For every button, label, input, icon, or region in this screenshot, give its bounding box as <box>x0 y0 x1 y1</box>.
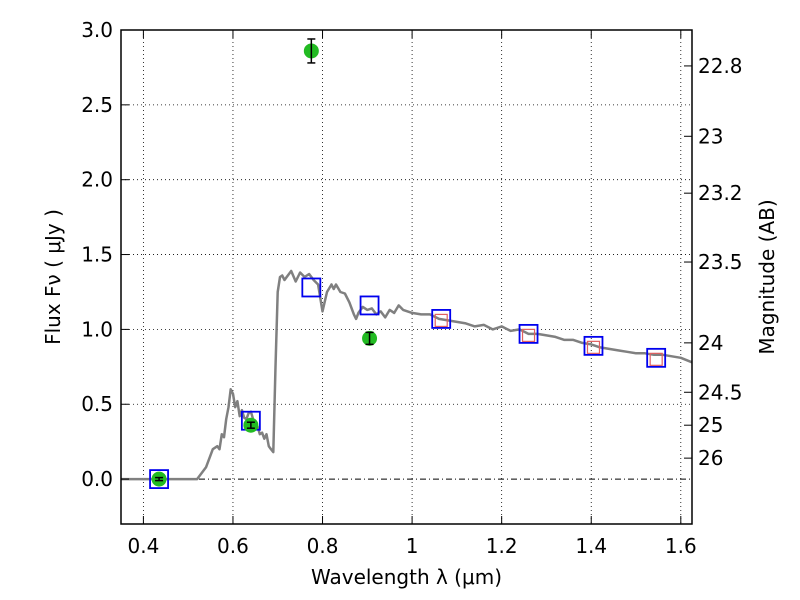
x-tick-labels: 0.4 0.6 0.8 1 1.2 1.4 1.6 <box>127 534 696 558</box>
y-tick-label: 3.0 <box>81 18 113 42</box>
model-photometry-square <box>149 469 169 489</box>
model-photometry-square <box>583 335 604 356</box>
plot-frame <box>120 29 693 525</box>
y-tick-label: 1.0 <box>81 317 113 341</box>
y-tick-label: 2.0 <box>81 168 113 192</box>
grid-lines <box>121 29 692 524</box>
model-photometry-square <box>301 277 322 298</box>
y-tick-labels: 0.0 0.5 1.0 1.5 2.0 2.5 3.0 <box>81 18 113 491</box>
model-photometry-square <box>518 323 539 344</box>
plot-area <box>121 38 693 489</box>
y-tick-label: 0.5 <box>81 392 113 416</box>
x-tick-label: 0.6 <box>217 534 249 558</box>
magnitude-tick-label: 25 <box>698 413 723 437</box>
right-axis-label: Magnitude (AB) <box>755 199 779 354</box>
x-tick-label: 1.2 <box>486 534 518 558</box>
model-photometry-square <box>431 309 452 329</box>
magnitude-tick-label: 23.2 <box>698 181 743 205</box>
model-photometry-red-square <box>586 340 601 354</box>
model-photometry-red-square <box>521 328 536 342</box>
y-axis-label: Flux Fν ( μJy ) <box>41 209 65 345</box>
magnitude-tick-label: 23 <box>698 124 723 148</box>
tick-marks <box>121 29 692 524</box>
magnitude-tick-label: 26 <box>698 446 723 470</box>
model-photometry-red-square <box>649 352 663 366</box>
x-axis-label: Wavelength λ (μm) <box>311 565 502 589</box>
magnitude-tick-label: 24 <box>698 331 723 355</box>
model-spectrum-line <box>121 269 693 481</box>
magnitude-tick-labels: 22.8 23 23.2 23.5 24 24.5 25 26 <box>698 54 743 470</box>
y-tick-label: 2.5 <box>81 93 113 117</box>
magnitude-tick-label: 22.8 <box>698 54 743 78</box>
model-photometry-red-square <box>434 313 448 328</box>
x-tick-label: 1.4 <box>575 534 607 558</box>
magnitude-tick-label: 23.5 <box>698 250 743 274</box>
model-photometry-square <box>359 295 380 316</box>
y-tick-label: 1.5 <box>81 243 113 267</box>
x-tick-label: 0.8 <box>307 534 339 558</box>
y-tick-label: 0.0 <box>81 467 113 491</box>
magnitude-tick-label: 24.5 <box>698 380 743 404</box>
x-tick-label: 1.6 <box>665 534 697 558</box>
x-tick-label: 1 <box>406 534 419 558</box>
x-tick-label: 0.4 <box>127 534 159 558</box>
model-photometry-square <box>646 347 667 368</box>
